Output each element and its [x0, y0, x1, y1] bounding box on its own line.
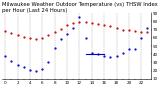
Text: Milwaukee Weather Outdoor Temperature (vs) THSW Index per Hour (Last 24 Hours): Milwaukee Weather Outdoor Temperature (v…: [2, 2, 158, 13]
